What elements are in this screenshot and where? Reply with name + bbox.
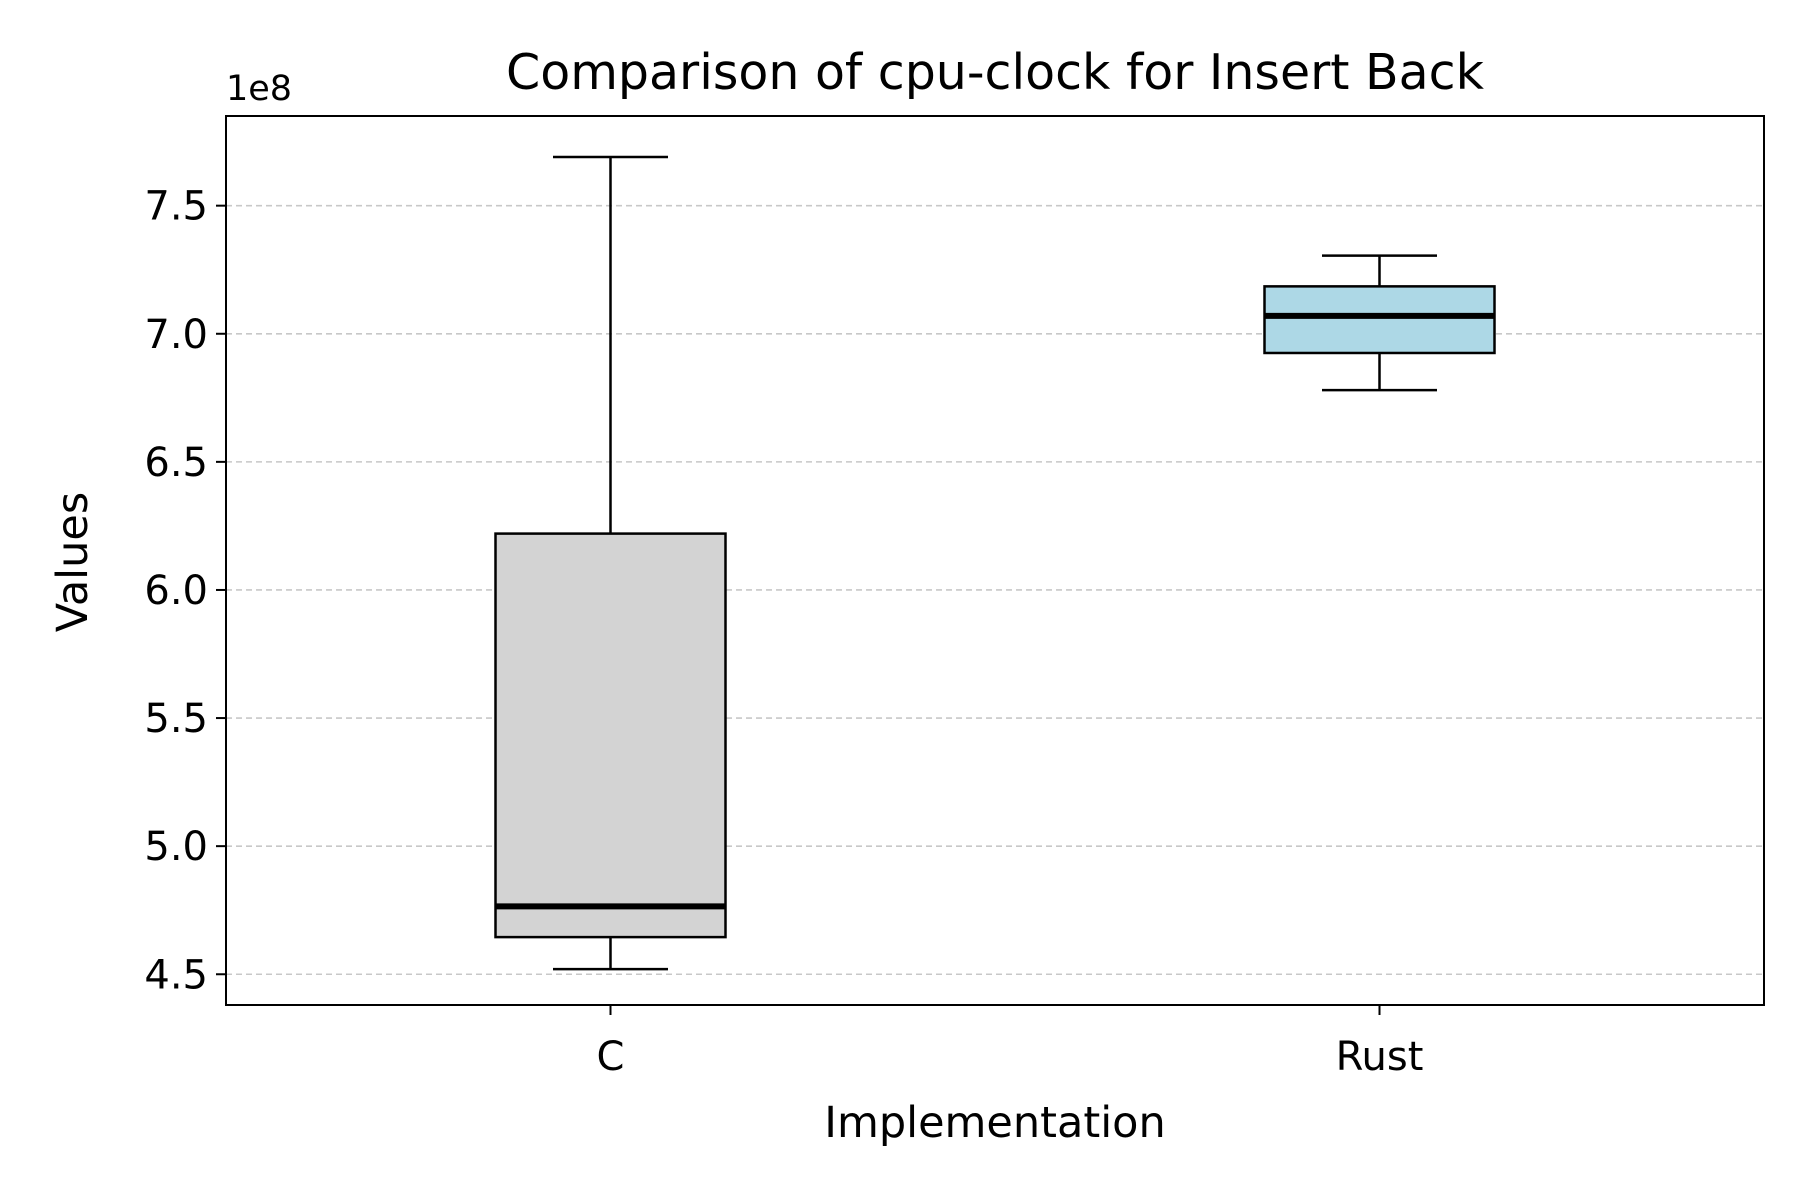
y-tick-label: 6.5 — [144, 440, 208, 486]
y-tick-label: 7.5 — [144, 184, 208, 230]
grid-lines — [226, 204, 1764, 976]
chart-title: Comparison of cpu-clock for Insert Back — [506, 44, 1485, 101]
iqr-box — [1263, 285, 1496, 355]
plot-frame — [225, 115, 1765, 1006]
iqr-box — [494, 532, 727, 939]
y-axis-label: Values — [48, 492, 98, 633]
y-tick-label: 5.0 — [144, 824, 208, 870]
box-c — [494, 155, 727, 971]
y-tick-label: 6.0 — [144, 568, 208, 614]
y-ticks: 4.5 5.0 5.5 6.0 6.5 7.0 7.5 — [144, 184, 226, 998]
y-tick-label: 7.0 — [144, 312, 208, 358]
y-tick-label: 4.5 — [144, 952, 208, 998]
x-ticks: C Rust — [597, 1005, 1424, 1080]
box-rust — [1263, 254, 1496, 392]
x-tick-label: Rust — [1336, 1034, 1424, 1080]
boxes — [494, 155, 1496, 971]
x-axis-label: Implementation — [824, 1098, 1165, 1148]
y-offset-label: 1e8 — [226, 69, 292, 109]
y-tick-label: 5.5 — [144, 696, 208, 742]
x-tick-label: C — [597, 1034, 625, 1080]
